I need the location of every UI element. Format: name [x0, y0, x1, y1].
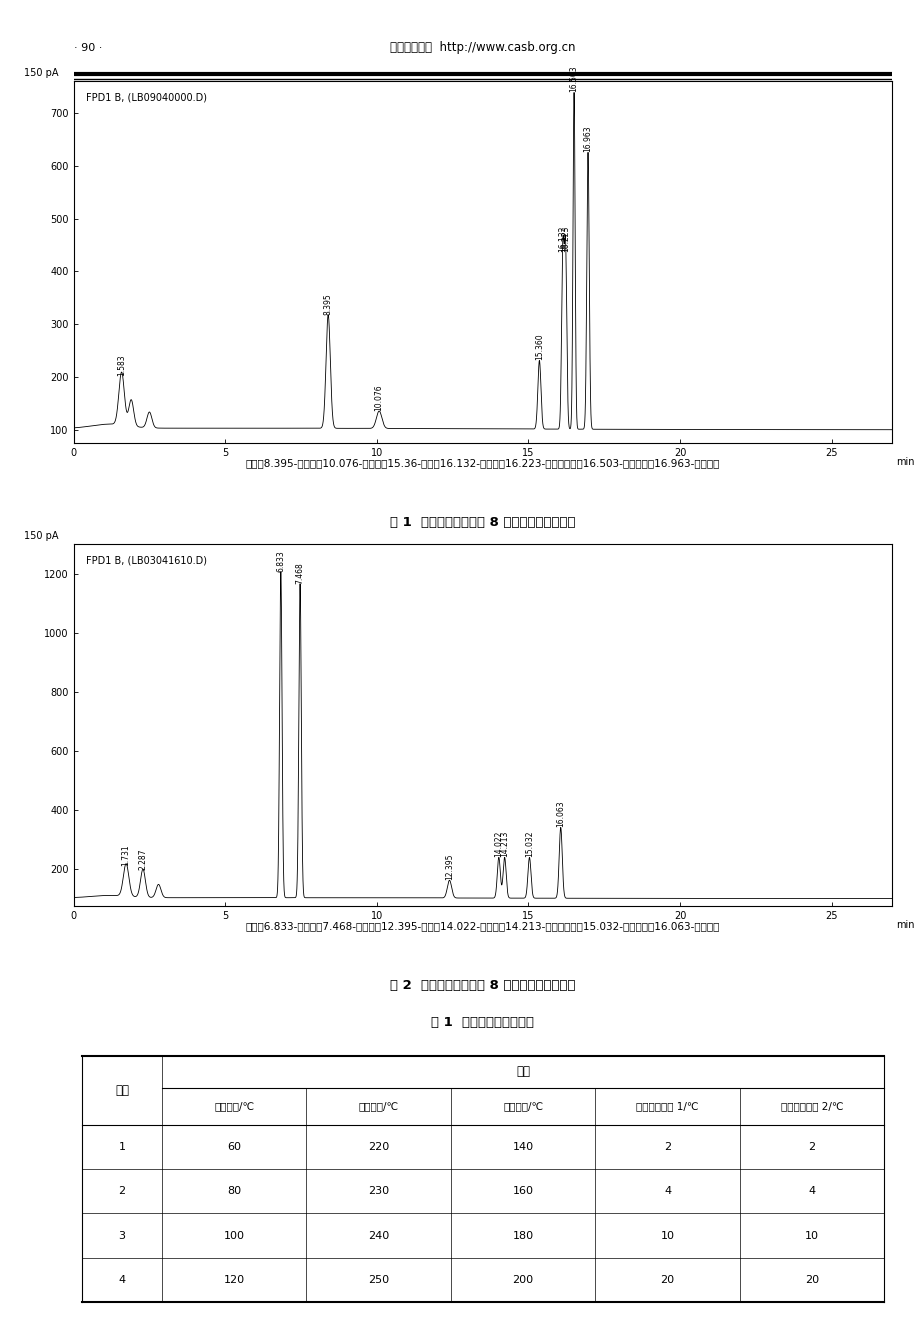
Text: 起始温度/℃: 起始温度/℃ [214, 1101, 254, 1112]
Text: 220: 220 [368, 1142, 389, 1151]
Text: 10.076: 10.076 [374, 385, 383, 412]
Text: 230: 230 [368, 1186, 389, 1197]
Text: 250: 250 [368, 1275, 389, 1286]
Text: 中国农学通报  http://www.casb.org.cn: 中国农学通报 http://www.casb.org.cn [390, 41, 575, 54]
Text: 180: 180 [512, 1231, 533, 1240]
Text: 程序升温速率 1/℃: 程序升温速率 1/℃ [636, 1101, 698, 1112]
Text: 16.223: 16.223 [561, 226, 570, 252]
Text: 140: 140 [512, 1142, 533, 1151]
Text: 2: 2 [664, 1142, 670, 1151]
Text: 2.287: 2.287 [138, 849, 147, 870]
Text: FPD1 B, (LB03041610.D): FPD1 B, (LB03041610.D) [85, 555, 207, 566]
Text: 16.503: 16.503 [569, 65, 578, 92]
Text: 中间温度/℃: 中间温度/℃ [503, 1101, 542, 1112]
Text: 150 pA: 150 pA [25, 68, 59, 78]
Text: 8.395: 8.395 [323, 293, 333, 315]
Text: 80: 80 [227, 1186, 241, 1197]
Text: 6.833: 6.833 [276, 550, 285, 572]
Text: 240: 240 [368, 1231, 389, 1240]
Text: 12.395: 12.395 [445, 854, 453, 880]
Text: 4: 4 [119, 1275, 125, 1286]
Text: 14.022: 14.022 [494, 831, 503, 858]
Text: 15.032: 15.032 [525, 831, 533, 858]
Text: 200: 200 [512, 1275, 533, 1286]
Text: 1: 1 [119, 1142, 125, 1151]
Text: 4: 4 [808, 1186, 814, 1197]
Text: 2: 2 [808, 1142, 814, 1151]
Text: 终止温度/℃: 终止温度/℃ [358, 1101, 398, 1112]
Text: 水平: 水平 [115, 1084, 129, 1097]
Text: 100: 100 [223, 1231, 244, 1240]
Text: 16.963: 16.963 [583, 125, 592, 151]
Text: 16.063: 16.063 [556, 801, 564, 827]
Text: min: min [895, 920, 914, 931]
Text: 4: 4 [664, 1186, 670, 1197]
Text: 160: 160 [512, 1186, 533, 1197]
Text: 15.360: 15.360 [534, 333, 543, 360]
Text: 图 2  三阶程序升温分离 8 种有机磷农药色谱图: 图 2 三阶程序升温分离 8 种有机磷农药色谱图 [390, 979, 575, 992]
Text: 2: 2 [119, 1186, 125, 1197]
Text: 图 1  一阶程序升温分离 8 种有机磷农药色谱图: 图 1 一阶程序升温分离 8 种有机磷农药色谱图 [390, 515, 575, 529]
Text: 10: 10 [804, 1231, 818, 1240]
Text: 20: 20 [660, 1275, 674, 1286]
Text: 14.213: 14.213 [500, 831, 508, 858]
Text: 1.583: 1.583 [117, 355, 126, 376]
Text: 1.731: 1.731 [121, 843, 130, 866]
Text: 7.468: 7.468 [295, 562, 304, 584]
Text: · 90 ·: · 90 · [74, 42, 102, 53]
Text: min: min [895, 457, 914, 467]
Text: 表 1  正交试验因素水平表: 表 1 正交试验因素水平表 [431, 1016, 534, 1029]
Text: FPD1 B, (LB09040000.D): FPD1 B, (LB09040000.D) [85, 92, 207, 102]
Text: 图中：8.395-敌敌长；10.076-甲脸磷；15.36-乐果；16.132-毒死蟨；16.223-甲基对硫磷；16.503-马拉硫磷；16.963-对硫磷。: 图中：8.395-敌敌长；10.076-甲脸磷；15.36-乐果；16.132-… [245, 458, 720, 467]
Text: 因素: 因素 [516, 1065, 529, 1078]
Text: 图中：6.833-敌敌长；7.468-甲脸磷；12.395-乐果；14.022-毒死蟨；14.213-甲基对硫磷；15.032-马拉硫磷；16.063-对硫磷。: 图中：6.833-敌敌长；7.468-甲脸磷；12.395-乐果；14.022-… [245, 920, 720, 931]
Text: 120: 120 [223, 1275, 244, 1286]
Text: 20: 20 [804, 1275, 818, 1286]
Text: 16.132: 16.132 [558, 226, 567, 252]
Text: 3: 3 [119, 1231, 125, 1240]
Text: 60: 60 [227, 1142, 241, 1151]
Text: 程序升温速率 2/℃: 程序升温速率 2/℃ [780, 1101, 843, 1112]
Text: 150 pA: 150 pA [25, 531, 59, 540]
Text: 10: 10 [660, 1231, 674, 1240]
